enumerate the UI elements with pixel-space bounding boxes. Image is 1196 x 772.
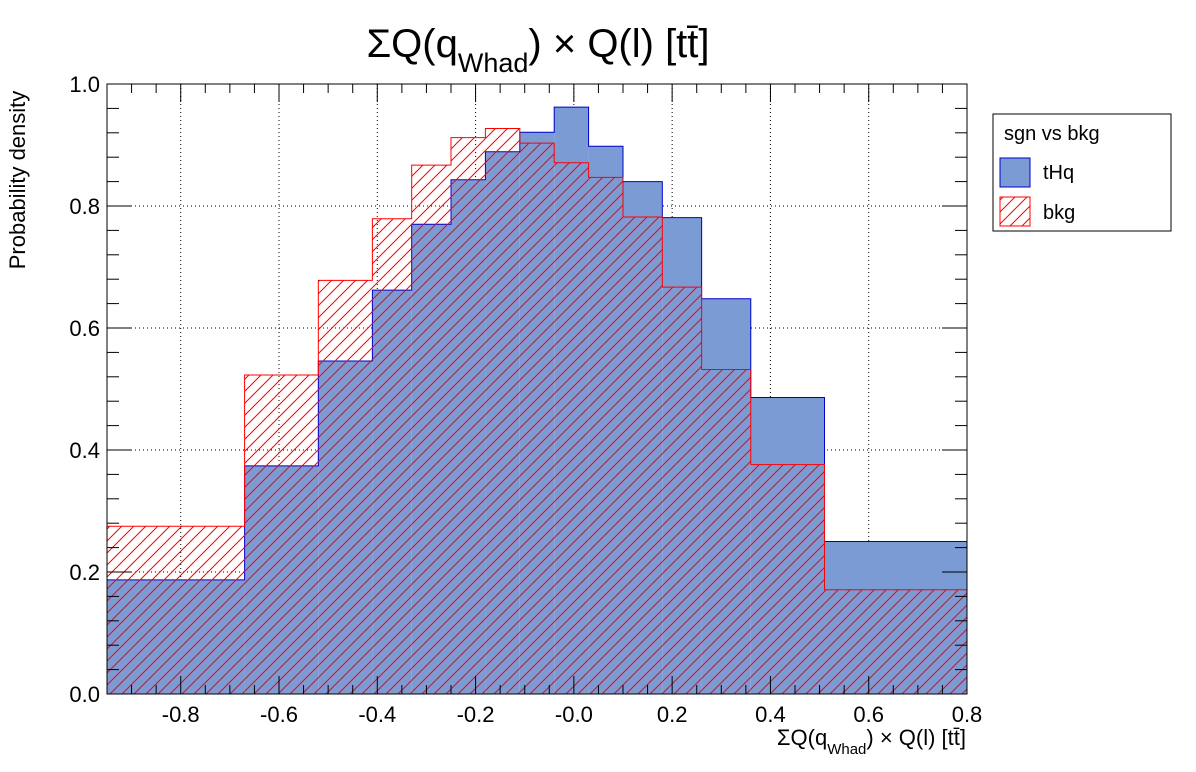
bkg-outline xyxy=(106,128,968,695)
bkg-bar xyxy=(318,280,373,694)
y-tick-label: 0.8 xyxy=(69,194,100,219)
y-axis-label: Probability density xyxy=(5,91,30,270)
x-tick-labels: -0.8 -0.6 -0.4 -0.2 -0.0 0.2 0.4 0.6 0.8 xyxy=(162,702,983,727)
bkg-bar xyxy=(662,287,702,694)
bkg-bar xyxy=(107,526,245,694)
legend-label-bkg: bkg xyxy=(1043,202,1075,224)
y-tick-label: 0.4 xyxy=(69,438,100,463)
bkg-bar xyxy=(244,374,319,694)
y-tick-label: 0.2 xyxy=(69,560,100,585)
bkg-bar xyxy=(824,589,967,694)
y-tick-labels: 0.0 0.2 0.4 0.6 0.8 1.0 xyxy=(69,72,100,707)
chart-title: ΣQ(qWhad) × Q(l) [tt̄] xyxy=(366,22,709,78)
x-tick-label: 0.2 xyxy=(657,702,688,727)
bkg-bar xyxy=(519,143,555,695)
bkg-bar xyxy=(701,369,751,694)
x-tick-label: -0.2 xyxy=(457,702,495,727)
bkg-bar xyxy=(372,218,412,694)
x-tick-label: 0.6 xyxy=(853,702,884,727)
x-axis-label: ΣQ(qWhad) × Q(l) [tt̄] xyxy=(777,725,966,758)
legend: sgn vs bkg tHq bkg xyxy=(992,113,1172,232)
y-tick-label: 0.0 xyxy=(69,682,100,707)
x-tick-label: 0.4 xyxy=(755,702,786,727)
legend-label-thq: tHq xyxy=(1043,162,1074,184)
legend-swatch-thq xyxy=(999,157,1031,188)
y-tick-label: 1.0 xyxy=(69,72,100,97)
x-tick-label: -0.4 xyxy=(358,702,396,727)
y-tick-label: 0.6 xyxy=(69,316,100,341)
bkg-histogram xyxy=(106,128,968,695)
bkg-bar xyxy=(623,216,663,695)
bkg-bar xyxy=(411,165,451,694)
x-tick-label: -0.6 xyxy=(260,702,298,727)
bkg-bar xyxy=(451,137,486,694)
plot-frame xyxy=(106,83,968,695)
bkg-bar xyxy=(588,177,623,694)
x-tick-label: 0.8 xyxy=(952,702,983,727)
legend-swatch-bkg xyxy=(999,196,1031,227)
axis-ticks xyxy=(106,83,968,695)
bkg-bar xyxy=(554,162,589,694)
x-tick-label: -0.0 xyxy=(555,702,593,727)
legend-header: sgn vs bkg xyxy=(1004,123,1100,145)
bkg-bar xyxy=(485,128,520,694)
bkg-bar xyxy=(750,464,825,694)
x-tick-label: -0.8 xyxy=(162,702,200,727)
